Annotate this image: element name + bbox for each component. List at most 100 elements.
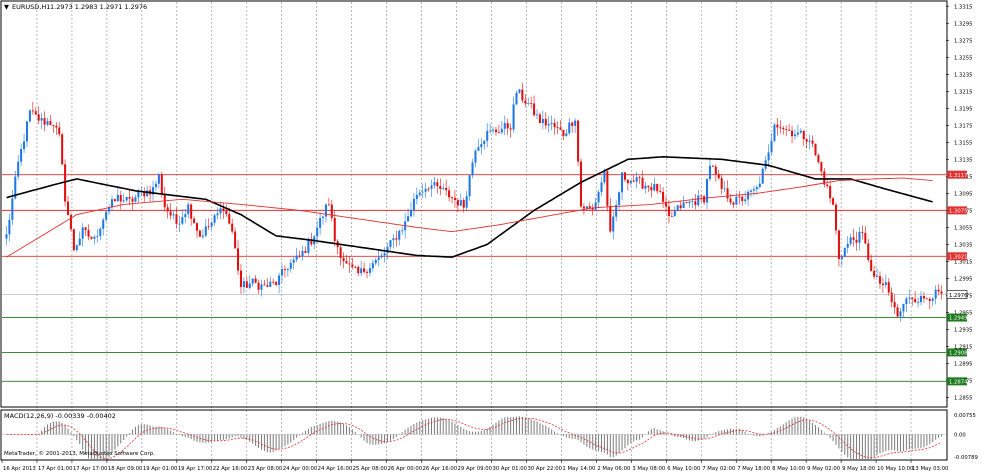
candle-body bbox=[585, 206, 588, 209]
candle-body bbox=[814, 143, 817, 156]
time-tick-label: 16 Apr 2013 bbox=[3, 466, 36, 472]
candle-body bbox=[802, 130, 805, 140]
candle-body bbox=[184, 214, 187, 218]
candle-body bbox=[770, 140, 773, 153]
candle-body bbox=[887, 282, 890, 293]
time-tick-label: 17 Apr 17:00 bbox=[73, 466, 108, 472]
candle-body bbox=[571, 122, 574, 126]
candle-body bbox=[744, 199, 747, 202]
candle-body bbox=[788, 129, 791, 131]
candle-body bbox=[480, 144, 483, 148]
candle-body bbox=[430, 185, 433, 189]
candle-body bbox=[11, 198, 14, 220]
copyright-text: MetaTrader, © 2001-2013, MetaQuotes Soft… bbox=[4, 450, 155, 457]
candle-body bbox=[17, 161, 20, 177]
price-tick-label: 1.3155 bbox=[954, 140, 973, 146]
candle-body bbox=[330, 204, 333, 218]
candle-body bbox=[494, 129, 498, 133]
candle-body bbox=[131, 198, 134, 202]
candle-body bbox=[324, 204, 327, 217]
ma-fast-line bbox=[6, 155, 933, 259]
candle-body bbox=[685, 202, 688, 203]
price-tick-label: 1.3295 bbox=[954, 21, 973, 27]
candle-body bbox=[219, 208, 222, 214]
time-tick-label: 17 Apr 01:00 bbox=[38, 466, 73, 472]
time-tick-label: 24 Apr 16:00 bbox=[318, 466, 353, 472]
candle-body bbox=[269, 281, 272, 287]
candle-body bbox=[345, 261, 348, 264]
candle-body bbox=[286, 268, 289, 270]
candle-body bbox=[905, 298, 908, 305]
candle-body bbox=[433, 182, 436, 186]
ma-slow-line bbox=[6, 177, 933, 258]
level-label-support: 1.2949 bbox=[949, 316, 968, 322]
candle-body bbox=[272, 281, 275, 283]
time-tick-label: 25 Apr 08:00 bbox=[353, 466, 388, 472]
candle-body bbox=[834, 204, 838, 231]
candle-body bbox=[248, 283, 251, 288]
candle-body bbox=[799, 130, 802, 133]
candle-body bbox=[632, 180, 635, 182]
candle-body bbox=[609, 205, 612, 232]
candle-body bbox=[544, 118, 547, 126]
candle-body bbox=[931, 298, 934, 301]
candle-body bbox=[559, 127, 562, 130]
time-tick-label: 3 May 08:00 bbox=[632, 466, 666, 472]
candle-body bbox=[316, 227, 319, 237]
candle-body bbox=[483, 140, 486, 145]
candle-body bbox=[257, 282, 260, 290]
candle-body bbox=[204, 226, 207, 236]
candle-body bbox=[439, 186, 442, 189]
candle-body bbox=[670, 215, 673, 217]
candle-body bbox=[52, 125, 55, 126]
candle-body bbox=[752, 189, 755, 191]
candle-body bbox=[190, 204, 193, 219]
candle-body bbox=[521, 89, 524, 101]
macd-tick-label: 0.00 bbox=[954, 432, 966, 438]
candle-body bbox=[436, 182, 439, 187]
candle-body bbox=[245, 281, 248, 288]
candle-body bbox=[110, 199, 114, 208]
candle-body bbox=[242, 281, 245, 288]
candle-body bbox=[849, 237, 852, 244]
candle-body bbox=[738, 196, 741, 198]
candle-body bbox=[251, 278, 254, 284]
price-tick-label: 1.3195 bbox=[954, 106, 973, 112]
candle-body bbox=[421, 191, 424, 193]
candle-body bbox=[310, 239, 313, 245]
candle-body bbox=[782, 127, 785, 130]
candle-body bbox=[389, 240, 392, 248]
candle-body bbox=[207, 226, 210, 228]
candle-body bbox=[301, 250, 304, 257]
level-label-resistance: 1.3117 bbox=[949, 173, 968, 179]
candle-body bbox=[181, 217, 184, 224]
candle-body bbox=[157, 174, 160, 184]
candle-body bbox=[747, 191, 750, 200]
candle-body bbox=[160, 174, 163, 194]
candle-body bbox=[201, 235, 204, 237]
level-label-resistance: 1.3075 bbox=[949, 209, 968, 215]
candle-body bbox=[96, 236, 99, 237]
candle-body bbox=[195, 223, 199, 231]
candle-body bbox=[137, 191, 140, 198]
candle-body bbox=[193, 218, 196, 224]
candle-body bbox=[890, 292, 893, 303]
candle-body bbox=[152, 187, 155, 195]
candle-body bbox=[119, 195, 122, 202]
candle-body bbox=[66, 201, 70, 215]
time-axis: 16 Apr 2013 17 Apr 01:00 17 Apr 17:00 18 Ap… bbox=[1, 460, 949, 472]
candle-body bbox=[878, 276, 882, 284]
candle-body bbox=[641, 177, 644, 189]
candle-body bbox=[398, 230, 401, 240]
candle-body bbox=[386, 247, 389, 254]
candle-body bbox=[635, 177, 638, 182]
candle-body bbox=[351, 264, 354, 267]
candle-body bbox=[172, 214, 175, 216]
level-label-box bbox=[947, 170, 967, 179]
candle-body bbox=[618, 192, 621, 205]
time-tick-label: 22 Apr 16:00 bbox=[213, 466, 248, 472]
candle-body bbox=[409, 210, 413, 217]
candle-body bbox=[547, 124, 550, 126]
candle-body bbox=[116, 195, 119, 202]
candle-body bbox=[785, 129, 788, 130]
